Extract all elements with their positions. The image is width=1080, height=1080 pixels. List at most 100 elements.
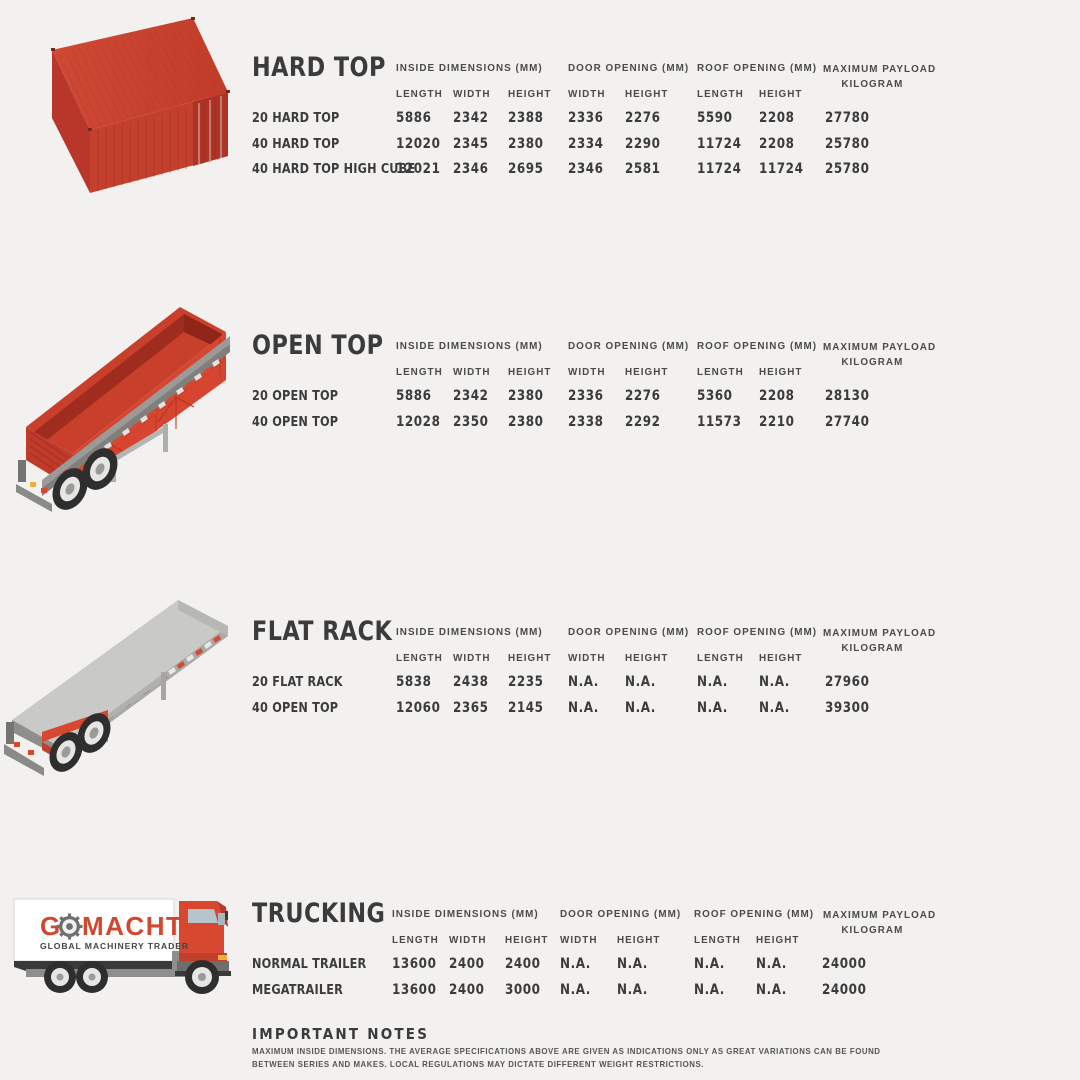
- column-group-header-3: MAXIMUM PAYLOAD KILOGRAM: [823, 908, 937, 938]
- column-sub-header-3: WIDTH: [568, 88, 606, 100]
- gear-icon: [56, 913, 83, 940]
- table-cell: 24000: [822, 981, 867, 998]
- column-group-header-3: MAXIMUM PAYLOAD KILOGRAM: [823, 626, 937, 656]
- column-sub-header-1: WIDTH: [449, 934, 487, 946]
- table-cell: N.A.: [568, 699, 599, 716]
- table-cell: N.A.: [697, 674, 728, 690]
- table-cell: 12020: [396, 135, 441, 152]
- table-cell: N.A.: [560, 956, 591, 972]
- column-sub-header-6: HEIGHT: [756, 934, 800, 946]
- column-group-header-0: INSIDE DIMENSIONS (MM): [392, 908, 539, 920]
- column-sub-header-1: WIDTH: [453, 88, 491, 100]
- table-cell: 27960: [825, 674, 870, 690]
- column-sub-header-0: LENGTH: [396, 88, 443, 100]
- shipping-container-illustration: [18, 8, 243, 203]
- column-group-header-line1: MAXIMUM PAYLOAD: [823, 909, 937, 921]
- row-label: 20 HARD TOP: [252, 110, 340, 126]
- table-cell: 2336: [568, 388, 604, 404]
- table-cell: 2338: [568, 413, 604, 430]
- open-top-trailer-illustration: [8, 292, 243, 517]
- section-title-hard-top: HARD TOP: [252, 52, 386, 83]
- column-sub-header-5: LENGTH: [694, 934, 741, 946]
- row-label: 40 OPEN TOP: [252, 413, 339, 430]
- table-cell: N.A.: [756, 981, 787, 998]
- table-cell: N.A.: [697, 699, 728, 716]
- column-sub-header-4: HEIGHT: [617, 934, 661, 946]
- table-cell: 2346: [453, 161, 489, 177]
- column-sub-header-5: LENGTH: [697, 366, 744, 378]
- table-cell: 2208: [759, 110, 795, 126]
- table-cell: 2380: [508, 388, 544, 404]
- table-cell: 11724: [697, 161, 742, 177]
- table-cell: 5590: [697, 110, 733, 126]
- row-label: NORMAL TRAILER: [252, 956, 367, 972]
- row-label: 40 HARD TOP: [252, 135, 340, 152]
- table-cell: 2695: [508, 161, 544, 177]
- table-cell: 28130: [825, 388, 870, 404]
- section-title-trucking: TRUCKING: [252, 898, 386, 929]
- column-group-header-2: ROOF OPENING (MM): [697, 340, 818, 352]
- table-cell: 2345: [453, 135, 489, 152]
- column-group-header-line1: MAXIMUM PAYLOAD: [823, 627, 937, 639]
- column-group-header-2: ROOF OPENING (MM): [694, 908, 815, 920]
- column-sub-header-4: HEIGHT: [625, 652, 669, 664]
- table-cell: 2208: [759, 388, 795, 404]
- column-sub-header-3: WIDTH: [560, 934, 598, 946]
- table-cell: 12028: [396, 413, 441, 430]
- flat-rack-trailer-illustration: [0, 592, 240, 782]
- svg-text:GLOBAL MACHINERY TRADER: GLOBAL MACHINERY TRADER: [40, 941, 189, 951]
- section-title-open-top: OPEN TOP: [252, 330, 384, 361]
- row-label: 20 FLAT RACK: [252, 674, 343, 690]
- table-cell: 3000: [505, 981, 541, 998]
- table-cell: 11724: [697, 135, 742, 152]
- table-cell: N.A.: [756, 956, 787, 972]
- table-cell: 11573: [697, 413, 742, 430]
- table-cell: 25780: [825, 161, 870, 177]
- table-cell: 2336: [568, 110, 604, 126]
- row-label: MEGATRAILER: [252, 981, 344, 998]
- column-sub-header-2: HEIGHT: [505, 934, 549, 946]
- table-cell: N.A.: [759, 674, 790, 690]
- table-cell: 2145: [508, 699, 544, 716]
- column-group-header-3: MAXIMUM PAYLOAD KILOGRAM: [823, 340, 937, 370]
- table-cell: 5360: [697, 388, 733, 404]
- table-cell: 2350: [453, 413, 489, 430]
- column-group-header-line2: KILOGRAM: [841, 78, 904, 90]
- column-sub-header-1: WIDTH: [453, 366, 491, 378]
- table-cell: 5838: [396, 674, 432, 690]
- table-cell: N.A.: [694, 981, 725, 998]
- column-group-header-line1: MAXIMUM PAYLOAD: [823, 341, 937, 353]
- table-cell: 2400: [505, 956, 541, 972]
- table-cell: 2342: [453, 110, 489, 126]
- column-sub-header-2: HEIGHT: [508, 366, 552, 378]
- table-cell: 27780: [825, 110, 870, 126]
- table-cell: N.A.: [625, 699, 656, 716]
- column-sub-header-0: LENGTH: [396, 652, 443, 664]
- column-sub-header-5: LENGTH: [697, 652, 744, 664]
- table-cell: 2210: [759, 413, 795, 430]
- table-cell: 39300: [825, 699, 870, 716]
- table-cell: 12021: [396, 161, 441, 177]
- table-cell: N.A.: [694, 956, 725, 972]
- column-group-header-line2: KILOGRAM: [841, 924, 904, 936]
- svg-text:MACHT: MACHT: [82, 911, 183, 941]
- table-cell: 5886: [396, 110, 432, 126]
- table-cell: 2292: [625, 413, 661, 430]
- table-cell: 2400: [449, 956, 485, 972]
- column-group-header-2: ROOF OPENING (MM): [697, 626, 818, 638]
- column-group-header-line2: KILOGRAM: [841, 642, 904, 654]
- table-cell: N.A.: [560, 981, 591, 998]
- table-cell: 2346: [568, 161, 604, 177]
- glomacht-logo: GL MACHT: [40, 911, 189, 951]
- table-cell: 2581: [625, 161, 661, 177]
- row-label: 40 HARD TOP HIGH CUBE: [252, 161, 416, 177]
- column-sub-header-6: HEIGHT: [759, 88, 803, 100]
- table-cell: 2400: [449, 981, 485, 998]
- column-group-header-1: DOOR OPENING (MM): [568, 340, 690, 352]
- table-cell: 2438: [453, 674, 489, 690]
- column-sub-header-3: WIDTH: [568, 652, 606, 664]
- table-cell: 2342: [453, 388, 489, 404]
- column-sub-header-0: LENGTH: [392, 934, 439, 946]
- column-group-header-line1: MAXIMUM PAYLOAD: [823, 63, 937, 75]
- table-cell: 12060: [396, 699, 441, 716]
